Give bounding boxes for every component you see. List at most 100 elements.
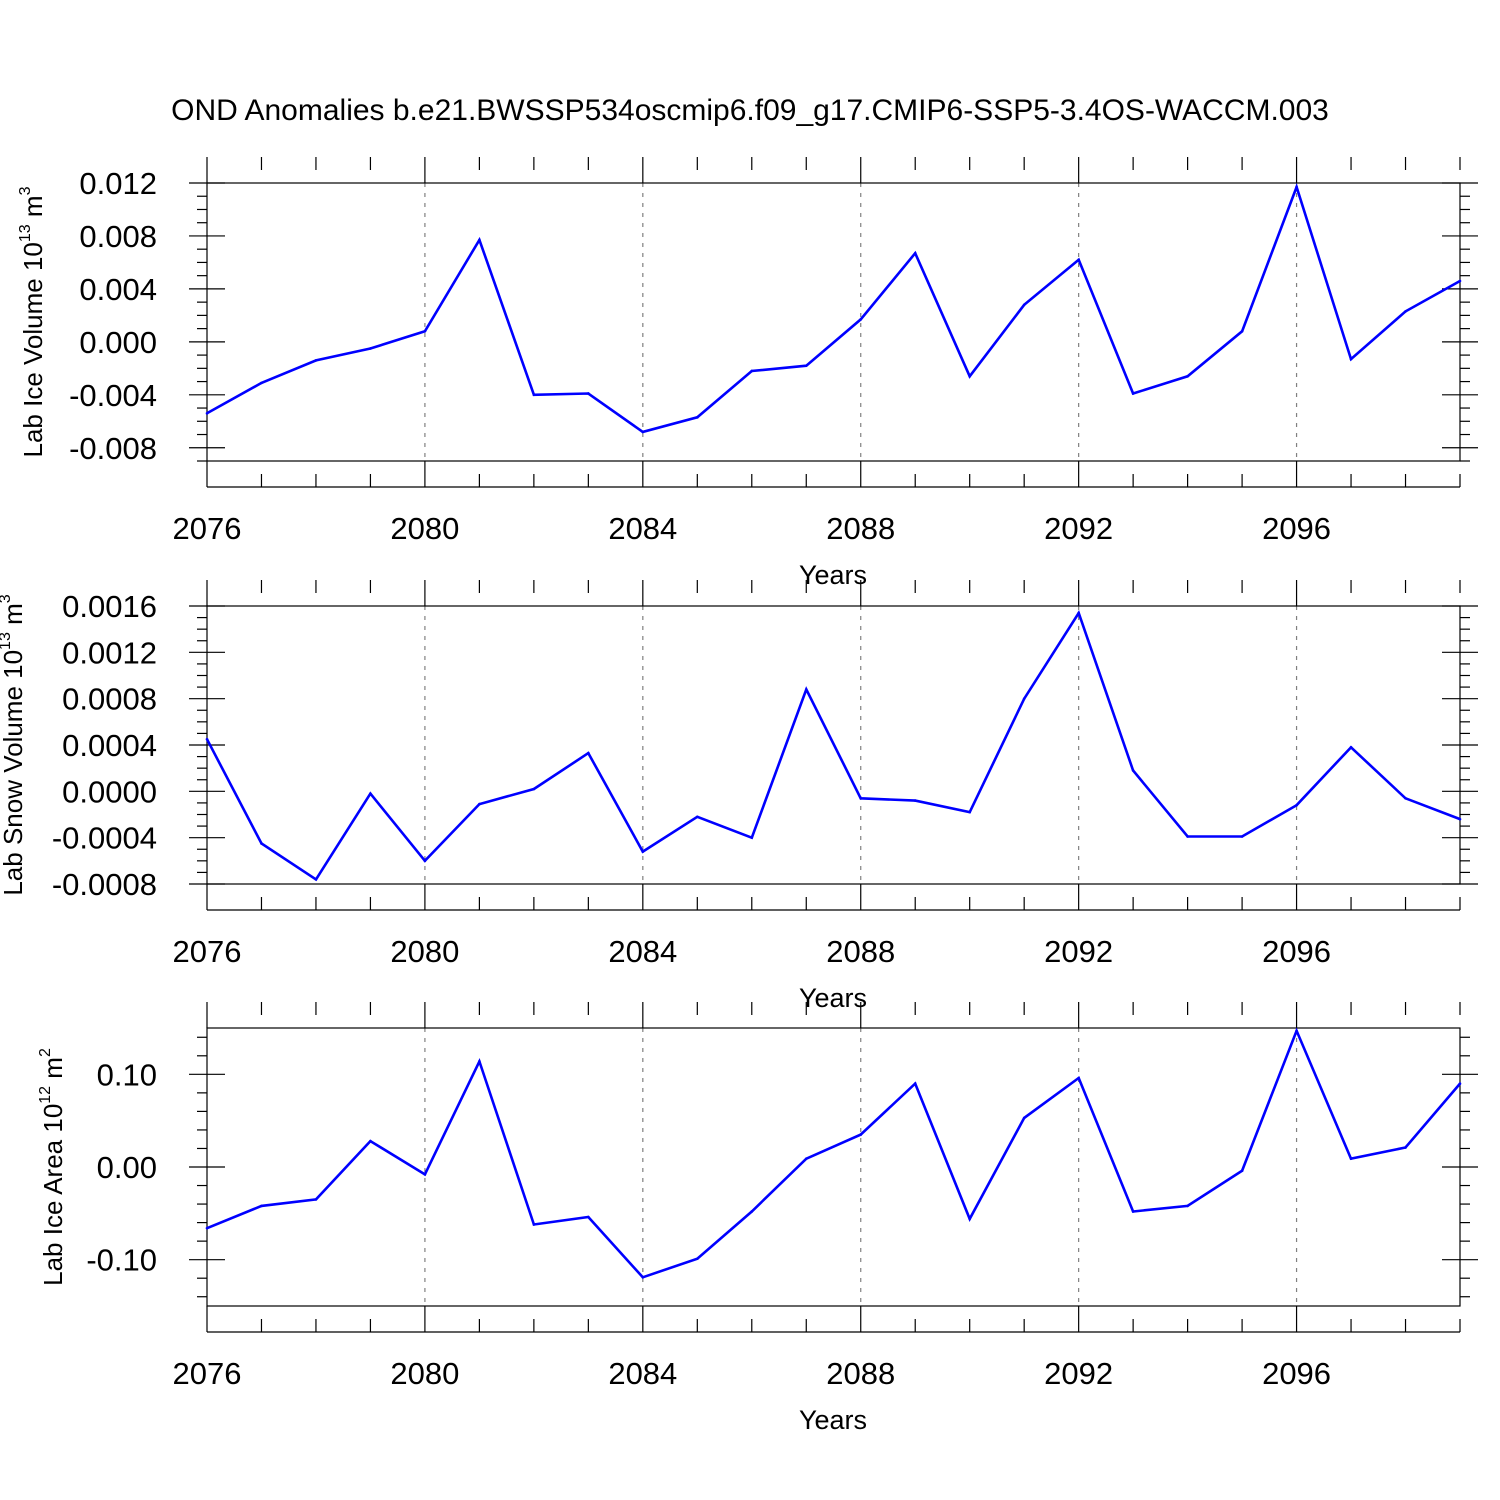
y-label-exponent: 12	[37, 1086, 54, 1104]
data-point	[859, 318, 863, 321]
y-tick-label: 0.0004	[62, 728, 157, 763]
data-point	[1404, 796, 1407, 800]
y-label-exponent: 13	[0, 632, 14, 650]
x-tick-label: 2092	[1044, 1356, 1113, 1391]
y-label-exponent: 13	[17, 224, 34, 242]
x-tick-label: 2076	[173, 511, 242, 546]
data-point	[1022, 303, 1026, 307]
data-point	[1295, 803, 1298, 807]
data-point	[1186, 835, 1189, 838]
data-point	[1404, 310, 1407, 313]
plot-frame	[206, 1027, 1461, 1307]
data-point	[1131, 769, 1135, 772]
y-tick-label: -0.10	[86, 1243, 157, 1278]
y-label-unit-exponent: 2	[37, 1048, 54, 1057]
y-label-text: Lab Ice Area 10	[38, 1104, 68, 1286]
y-label-unit-exponent: 3	[17, 186, 34, 195]
y-tick-label: 0.004	[79, 272, 157, 307]
x-tick-label: 2084	[608, 1356, 677, 1391]
y-label-unit: m	[18, 195, 48, 224]
data-point	[260, 381, 263, 385]
y-tick-label: 0.008	[79, 219, 157, 254]
data-point	[1022, 697, 1026, 700]
data-point	[1077, 611, 1080, 615]
x-tick-label: 2088	[826, 1356, 895, 1391]
chart-panel-3: 2076 2080 2084 2088 2092 2096 Years -0.10 0.00 0.…	[37, 1002, 1478, 1435]
y-tick-label: -0.008	[69, 431, 157, 466]
data-point	[641, 430, 645, 434]
x-tick-label: 2092	[1044, 934, 1113, 969]
data-point	[587, 392, 590, 395]
panels: 2076 2080 2084 2088 2092 2096 Years -0.008 -0.00…	[0, 157, 1478, 1435]
data-point	[260, 1204, 263, 1208]
data-point	[1349, 357, 1353, 361]
data-point	[532, 393, 536, 397]
data-point	[1240, 1169, 1244, 1173]
data-point	[532, 1223, 536, 1226]
data-point	[478, 238, 481, 242]
data-point	[587, 751, 590, 755]
y-tick-label: 0.0000	[62, 774, 157, 809]
data-point	[804, 688, 808, 691]
data-point	[696, 416, 699, 419]
data-point	[1295, 1029, 1298, 1033]
x-axis-label: Years	[799, 983, 867, 1013]
x-axis-label: Years	[799, 1405, 867, 1435]
data-point	[1022, 1116, 1026, 1120]
data-point	[859, 796, 863, 800]
y-tick-label: 0.0012	[62, 635, 157, 670]
data-point	[913, 799, 917, 802]
x-axis-label: Years	[799, 560, 867, 590]
y-axis-label: Lab Ice Area 1012 m2	[37, 1048, 68, 1286]
x-tick-label: 2088	[826, 511, 895, 546]
x-tick-label: 2096	[1262, 1356, 1331, 1391]
x-tick-label: 2076	[173, 934, 242, 969]
data-point	[587, 1215, 590, 1219]
y-tick-label: -0.004	[69, 378, 157, 413]
x-tick-label: 2080	[390, 511, 459, 546]
y-tick-label: 0.00	[97, 1150, 157, 1185]
data-point	[1295, 185, 1298, 189]
data-point	[314, 1198, 318, 1201]
data-point	[1240, 835, 1244, 838]
y-axis-label: Lab Ice Volume 1013 m3	[17, 186, 48, 457]
data-point	[369, 347, 372, 350]
data-point	[696, 815, 699, 819]
y-tick-label: 0.0016	[62, 589, 157, 624]
series-line	[206, 183, 1461, 434]
data-point	[314, 359, 318, 362]
data-point	[314, 878, 318, 881]
data-point	[1349, 1157, 1353, 1160]
data-point	[369, 792, 372, 795]
data-point	[696, 1257, 699, 1261]
data-point	[423, 859, 427, 863]
y-tick-label: -0.0008	[52, 867, 157, 902]
data-point	[423, 329, 427, 333]
data-point	[478, 802, 481, 806]
data-point	[1077, 1076, 1080, 1080]
y-tick-label: 0.0008	[62, 682, 157, 717]
series-line	[206, 1027, 1461, 1279]
data-point	[1458, 1082, 1462, 1085]
y-label-unit: m	[0, 603, 28, 632]
data-point	[478, 1060, 481, 1063]
x-tick-label: 2080	[390, 934, 459, 969]
data-point	[1131, 1210, 1135, 1213]
data-point	[205, 1226, 209, 1230]
data-point	[641, 850, 645, 853]
data-point	[1077, 258, 1080, 262]
data-point	[1131, 392, 1135, 395]
data-point	[369, 1139, 372, 1143]
data-point	[1458, 279, 1462, 283]
data-point	[913, 1082, 917, 1085]
chart-panel-1: 2076 2080 2084 2088 2092 2096 Years -0.008 -0.00…	[17, 157, 1478, 590]
data-point	[260, 842, 263, 845]
data-point	[859, 1133, 863, 1136]
data-point	[1240, 329, 1244, 333]
data-point	[423, 1173, 427, 1176]
data-point	[641, 1275, 645, 1279]
figure-title: OND Anomalies b.e21.BWSSP534oscmip6.f09_…	[171, 94, 1329, 127]
x-tick-label: 2084	[608, 934, 677, 969]
data-point	[968, 374, 971, 378]
